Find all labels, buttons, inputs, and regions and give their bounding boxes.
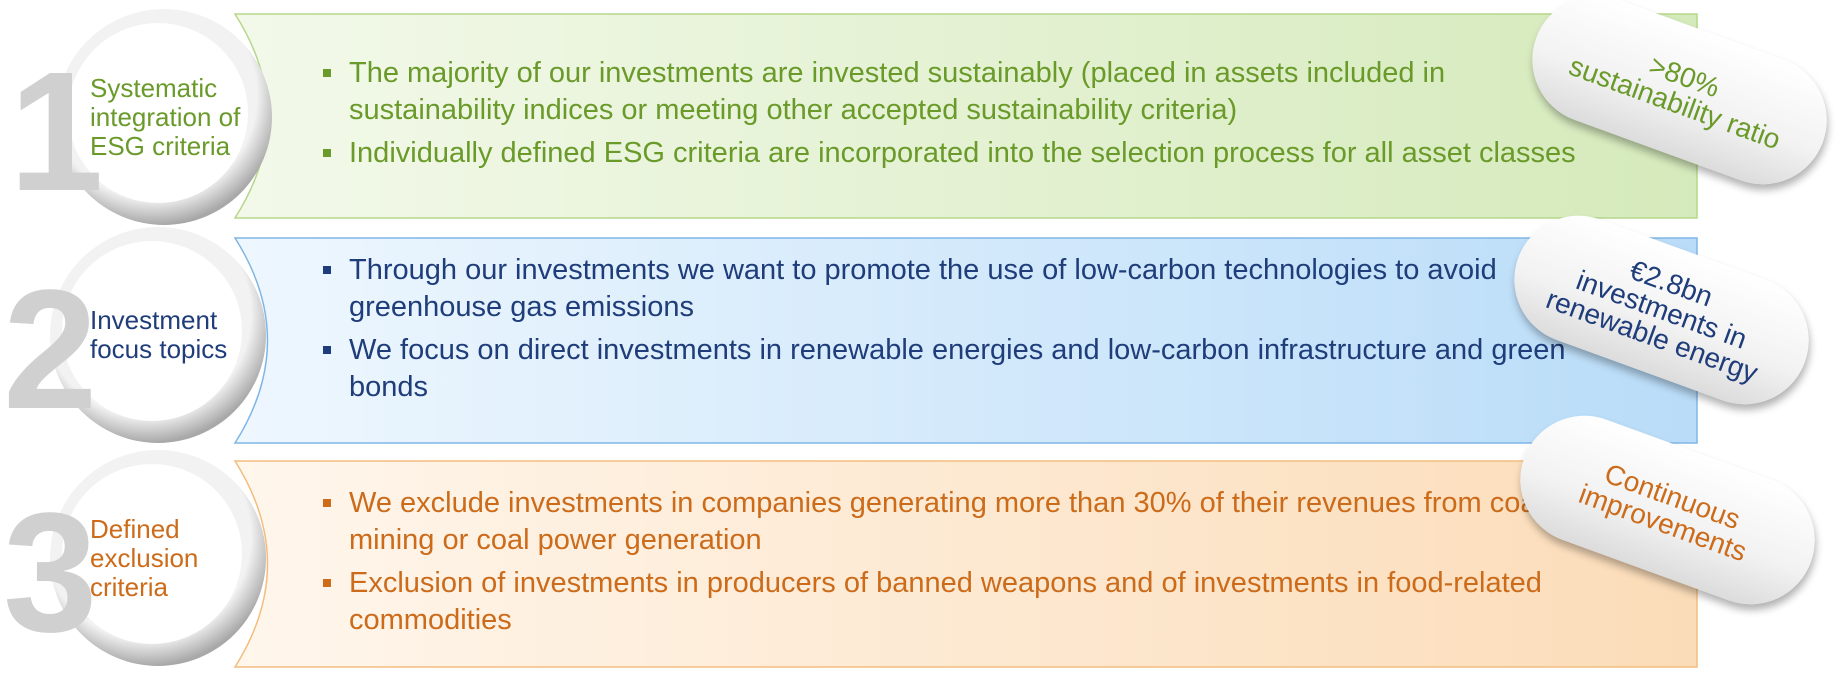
bullet: Through our investments we want to promo… bbox=[323, 252, 1613, 326]
step-number: 3 bbox=[3, 478, 98, 668]
bullet: We exclude investments in companies gene… bbox=[323, 485, 1613, 559]
circle-inner bbox=[62, 464, 242, 644]
step-number: 1 bbox=[9, 37, 104, 227]
step-label: Systematic integration of ESG criteria bbox=[90, 72, 241, 161]
bullet: Exclusion of investments in producers of… bbox=[323, 565, 1613, 639]
bullet: We focus on direct investments in renewa… bbox=[323, 332, 1613, 406]
circle-inner bbox=[62, 241, 242, 421]
banner bbox=[233, 237, 1698, 444]
bullet: The majority of our investments are inve… bbox=[323, 55, 1613, 129]
bullet-list: The majority of our investments are inve… bbox=[323, 55, 1613, 178]
bullet-list: Through our investments we want to promo… bbox=[323, 252, 1613, 412]
bullet-list: We exclude investments in companies gene… bbox=[323, 485, 1613, 645]
step-label: Defined exclusion criteria bbox=[90, 513, 199, 602]
banner bbox=[233, 460, 1698, 668]
circle-inner bbox=[68, 23, 248, 203]
bullet: Individually defined ESG criteria are in… bbox=[323, 135, 1613, 172]
step-label: Investment focus topics bbox=[90, 305, 228, 364]
step-number: 2 bbox=[3, 255, 98, 445]
